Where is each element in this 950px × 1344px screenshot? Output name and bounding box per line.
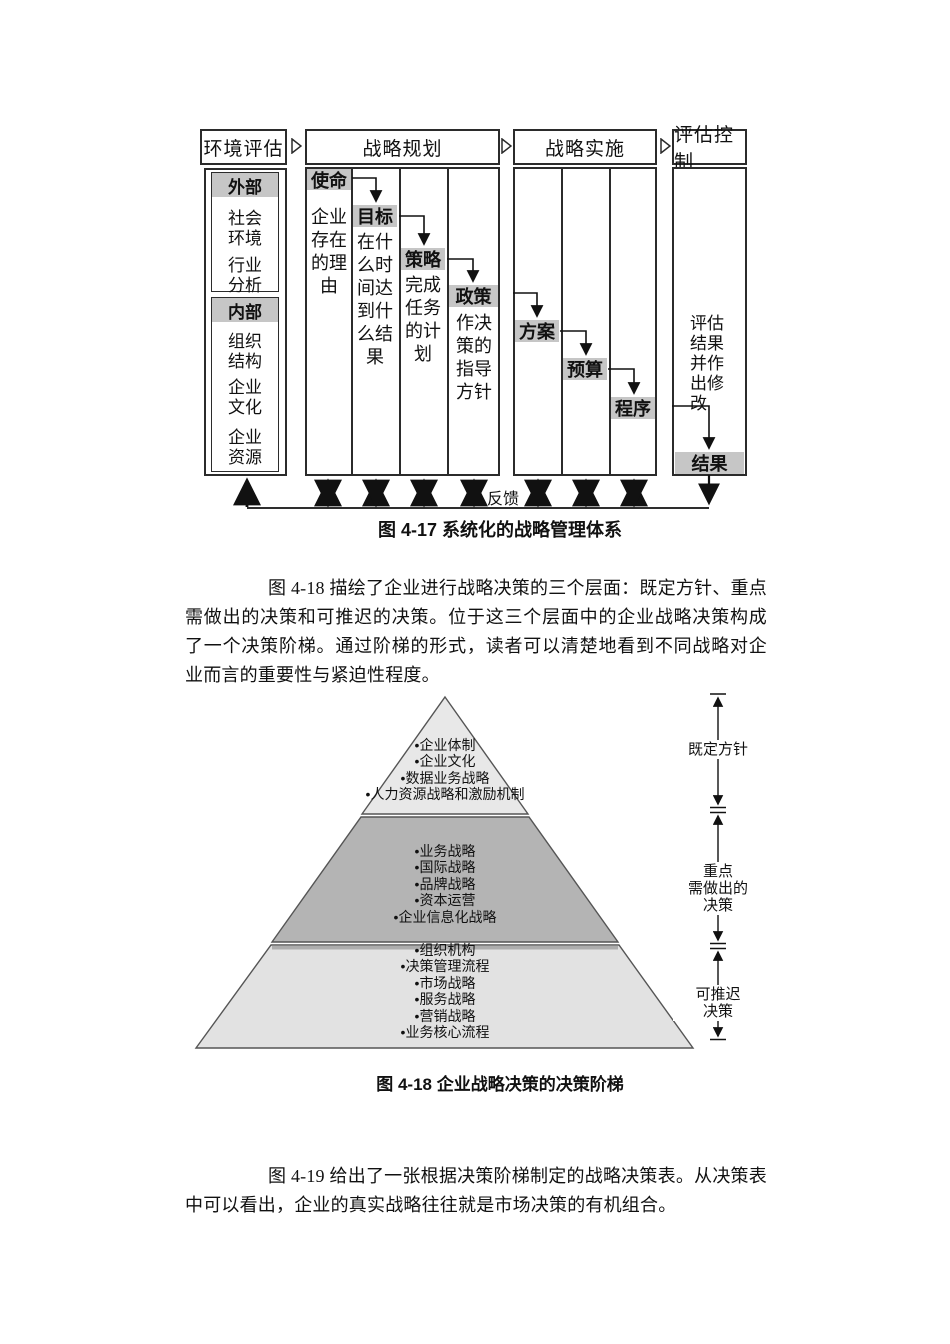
header-environment-assessment-label: 环境评估 <box>203 138 284 160</box>
arrow-program-to-budget <box>560 330 593 356</box>
internal-item-corporate-resources: 企业 资源 <box>228 428 262 467</box>
arrow-objective-to-strategy <box>399 215 431 246</box>
figure-4-17-strategic-management-diagram: 环境评估 战略规划 战略实施 评估控制 外部 社会 环境 行业 分析 内部 组织… <box>200 125 750 542</box>
label-key-decisions: 重点 需做出的 决策 <box>673 862 763 915</box>
internal-header: 内部 <box>212 298 278 322</box>
program-box: 方案 <box>515 320 559 342</box>
mission-box: 使命 <box>307 169 351 191</box>
header-strategy-implementation-label: 战略实施 <box>544 138 625 160</box>
label-postponable-decisions: 可推迟 决策 <box>673 985 763 1021</box>
arrow-strategy-to-policy <box>447 258 480 283</box>
figure-4-18-decision-ladder-pyramid: •企业体制 •企业文化 •数据业务战略 •人力资源战略和激励机制 •业务战略 •… <box>180 688 780 1083</box>
figure-4-18-caption: 图 4-18 企业战略决策的决策阶梯 <box>376 1075 624 1094</box>
paragraph-decision-table-intro: 图 4-19 给出了一张根据决策阶梯制定的战略决策表。从决策表中可以看出，企业的… <box>185 1166 767 1215</box>
budget-label: 预算 <box>567 360 603 380</box>
arrow-mission-to-objective <box>352 177 383 203</box>
strategy-box: 策略 <box>401 248 445 270</box>
tier3-item-list: •组织机构 •决策管理流程 •市场战略 •服务战略 •营销战略 •业务核心流程 <box>400 942 490 1041</box>
mission-label: 使命 <box>311 170 347 191</box>
pyramid-tier3-postponable-decisions <box>194 944 695 1049</box>
policy-label: 政策 <box>455 287 492 307</box>
pyramid-tier1-established-policy <box>360 695 530 815</box>
header-strategic-planning-label: 战略规划 <box>362 138 443 160</box>
external-environment-box: 外部 社会 环境 行业 分析 <box>211 172 279 295</box>
result-box: 结果 <box>675 452 744 474</box>
arrow-right-connector-icon <box>291 138 302 154</box>
label-established-policy: 既定方针 <box>673 740 763 759</box>
planning-divider-1 <box>351 167 353 476</box>
program-label: 方案 <box>519 322 555 342</box>
procedure-label: 程序 <box>615 399 651 419</box>
objective-label: 目标 <box>357 207 393 227</box>
external-item-social-environment: 社会 环境 <box>228 209 262 248</box>
tier1-item-list: •企业体制 •企业文化 •数据业务战略 •人力资源战略和激励机制 <box>365 737 525 803</box>
result-label: 结果 <box>691 454 728 474</box>
strategy-label: 策略 <box>405 250 441 270</box>
figure-4-17-caption: 图 4-17 系统化的战略管理体系 <box>377 520 623 540</box>
pyramid-tier2-key-decisions <box>270 816 620 943</box>
header-evaluation-control: 评估控制 <box>672 125 747 173</box>
arrow-right-connector-icon <box>660 138 671 154</box>
implementation-divider-2 <box>609 167 611 476</box>
budget-box: 预算 <box>563 358 607 380</box>
tier2-item-list: •业务战略 •国际战略 •品牌战略 •资本运营 •企业信息化战略 <box>393 843 497 925</box>
external-header-label: 外部 <box>228 177 262 197</box>
objective-box: 目标 <box>353 205 397 227</box>
internal-item-organization-structure: 组织 结构 <box>228 332 262 371</box>
arrow-budget-to-procedure <box>608 368 641 395</box>
flow-arrows-layer <box>233 177 720 509</box>
external-header: 外部 <box>212 173 278 197</box>
objective-description: 在什 么时 间达 到什 么结 果 <box>357 232 393 367</box>
control-description: 评估 结果 并作 出修 改 <box>690 314 724 413</box>
feedback-label: 反馈 <box>487 491 520 508</box>
internal-item-corporate-culture: 企业 文化 <box>228 378 262 417</box>
arrow-evaluation-to-result <box>672 405 716 450</box>
procedure-box: 程序 <box>611 397 655 419</box>
header-environment-assessment: 环境评估 <box>200 129 287 165</box>
strategy-description: 完成 任务 的计 划 <box>405 275 441 364</box>
arrow-right-connector-icon <box>501 138 512 154</box>
external-item-industry-analysis: 行业 分析 <box>228 256 262 295</box>
internal-environment-box: 内部 组织 结构 企业 文化 企业 资源 <box>211 297 279 472</box>
header-strategic-planning: 战略规划 <box>305 129 500 165</box>
header-strategy-implementation: 战略实施 <box>513 129 657 165</box>
strategic-planning-column <box>305 167 500 476</box>
policy-description: 作决 策的 指导 方针 <box>456 313 492 402</box>
internal-header-label: 内部 <box>228 302 262 322</box>
policy-box: 政策 <box>449 285 498 307</box>
planning-divider-2 <box>399 167 401 476</box>
paragraph-decision-ladder-intro: 图 4-18 描绘了企业进行战略决策的三个层面：既定方针、重点需做出的决策和可推… <box>185 578 767 685</box>
mission-description: 企业 存在 的理 由 <box>311 207 347 296</box>
implementation-divider-1 <box>561 167 563 476</box>
planning-divider-3 <box>447 167 449 476</box>
pyramid-and-annotation-layer <box>194 693 726 1049</box>
arrow-into-program <box>513 292 544 318</box>
